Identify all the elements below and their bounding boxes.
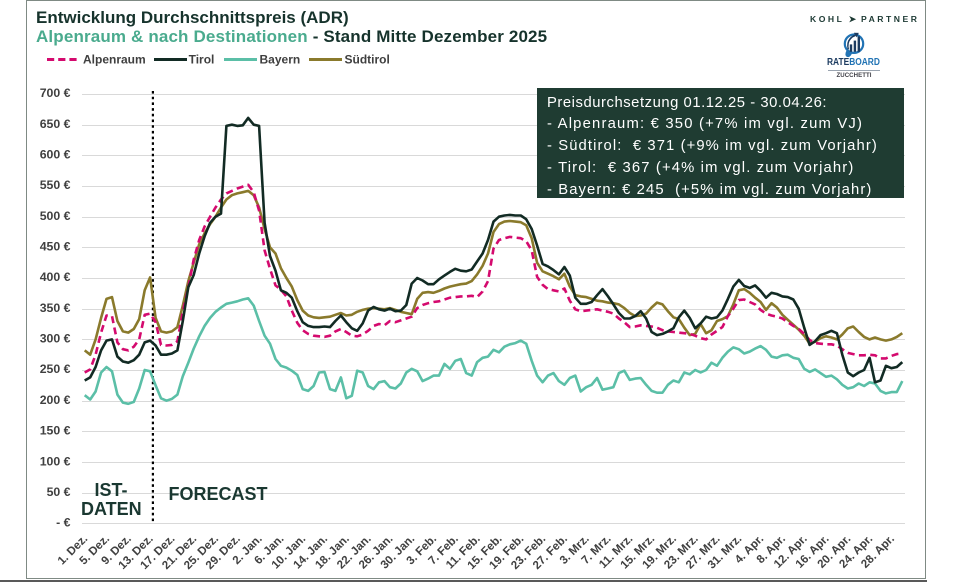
svg-text:Südtirol: Südtirol: [345, 53, 390, 67]
svg-text:450 €: 450 €: [40, 240, 71, 254]
svg-text:50 €: 50 €: [47, 485, 71, 499]
svg-text:- €: - €: [56, 516, 71, 530]
svg-text:100 €: 100 €: [40, 454, 71, 468]
svg-text:Tirol: Tirol: [189, 53, 215, 67]
svg-text:500 €: 500 €: [40, 209, 71, 223]
svg-text:200 €: 200 €: [40, 393, 71, 407]
svg-text:Alpenraum: Alpenraum: [83, 53, 146, 67]
svg-text:350 €: 350 €: [40, 301, 71, 315]
svg-text:250 €: 250 €: [40, 362, 71, 376]
svg-text:600 €: 600 €: [40, 148, 71, 162]
svg-text:300 €: 300 €: [40, 332, 71, 346]
svg-text:400 €: 400 €: [40, 270, 71, 284]
svg-text:550 €: 550 €: [40, 178, 71, 192]
svg-text:150 €: 150 €: [40, 424, 71, 438]
svg-text:Bayern: Bayern: [260, 53, 301, 67]
svg-text:650 €: 650 €: [40, 117, 71, 131]
svg-text:700 €: 700 €: [40, 86, 71, 100]
